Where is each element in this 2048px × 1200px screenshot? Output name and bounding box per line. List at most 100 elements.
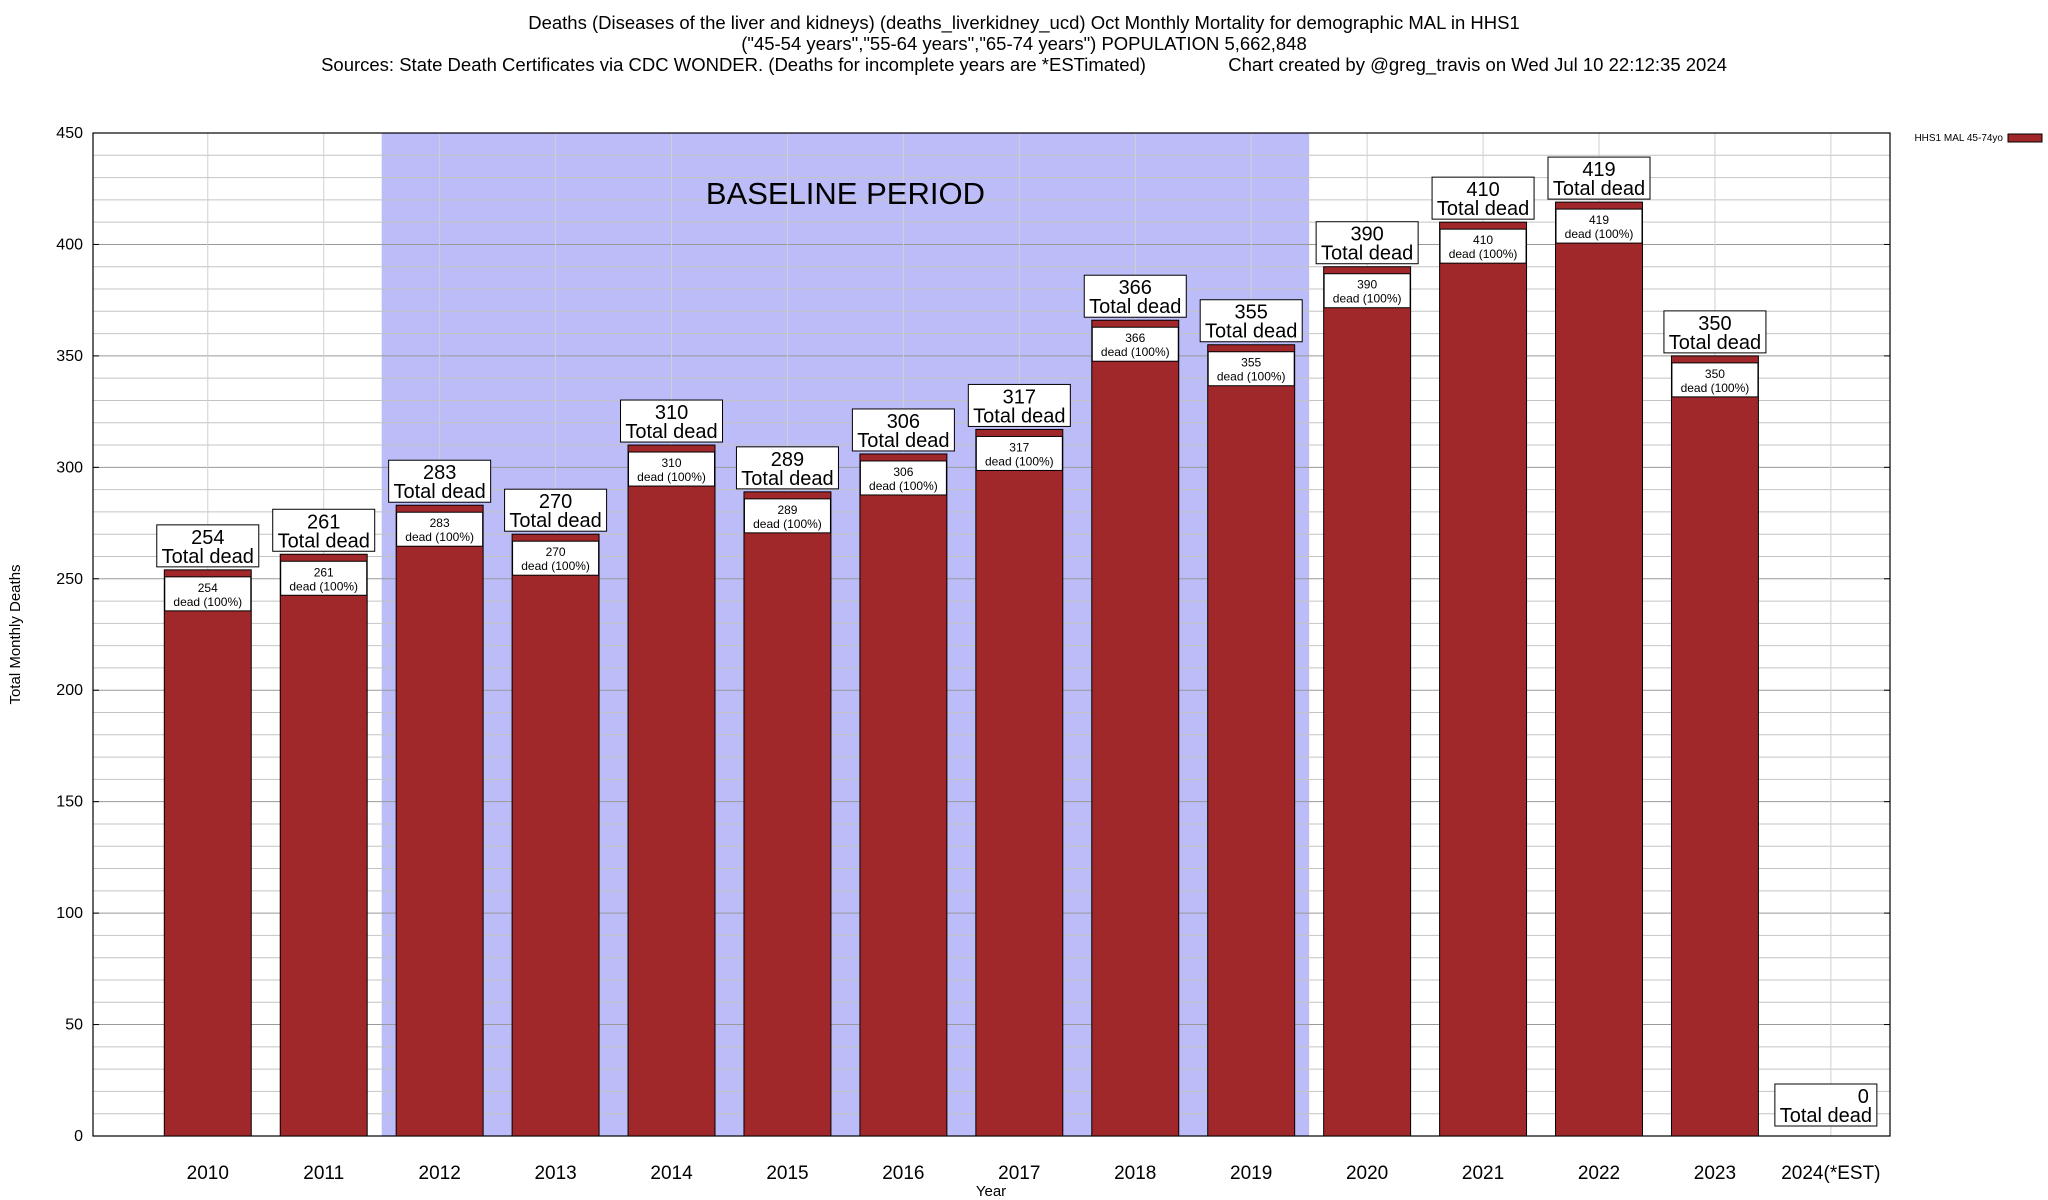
chart-subtitle: ("45-54 years","55-64 years","65-74 year…	[741, 33, 1307, 54]
bar-inner-label-box	[628, 451, 716, 487]
y-tick-label: 200	[56, 682, 83, 699]
x-tick-label: 2010	[187, 1163, 229, 1184]
bar-top-label: Total dead	[741, 468, 833, 490]
bar-inner-label: dead (100%)	[1217, 370, 1286, 384]
y-tick-label: 50	[65, 1017, 83, 1034]
bar	[1555, 201, 1643, 1137]
bar-inner-value: 366	[1125, 331, 1145, 345]
bar-top-label: Total dead	[278, 530, 370, 552]
bar-top-label-box	[735, 446, 839, 490]
bar	[743, 491, 832, 1137]
bar	[279, 553, 368, 1137]
bar-top-label-box	[1199, 299, 1303, 343]
x-tick-label: 2023	[1694, 1163, 1736, 1184]
bar-top-label-box	[1547, 156, 1651, 200]
bar-top-label-box	[1774, 1083, 1878, 1127]
bar-top-label: Total dead	[973, 405, 1065, 427]
bar-inner-label-box	[280, 560, 368, 596]
bar-top-label-box	[851, 408, 955, 452]
x-tick-label: 2011	[303, 1163, 344, 1184]
bar-top-value: 350	[1698, 313, 1731, 335]
bar-inner-value: 355	[1241, 356, 1261, 370]
bar-top-label: Total dead	[857, 430, 949, 452]
bar-top-label-box	[1431, 176, 1535, 220]
bar-inner-label: dead (100%)	[985, 454, 1054, 468]
bar-inner-label-box	[512, 540, 600, 576]
x-tick-label: 2014	[650, 1163, 693, 1184]
bar	[511, 533, 600, 1137]
bar-inner-value: 289	[777, 503, 797, 517]
bar-top-label: Total dead	[1553, 178, 1645, 200]
bar-inner-label: dead (100%)	[289, 579, 358, 593]
bar-top-value: 419	[1582, 159, 1615, 181]
bar-inner-label-box	[1671, 362, 1759, 398]
bar-top-label: Total dead	[1437, 198, 1529, 220]
x-tick-label: 2024(*EST)	[1781, 1163, 1880, 1184]
bar-top-value: 366	[1119, 277, 1152, 299]
x-tick-label: 2015	[766, 1163, 808, 1184]
bar-inner-label-box	[396, 511, 484, 547]
bar-top-value: 0	[1858, 1086, 1869, 1108]
bar-top-label-box	[272, 508, 376, 552]
bar-top-value: 317	[1003, 386, 1036, 408]
bar-inner-label: dead (100%)	[1449, 247, 1518, 261]
bar	[163, 569, 252, 1137]
bar-top-label: Total dead	[1669, 332, 1761, 354]
bar-top-label-box	[388, 459, 492, 503]
bar-top-value: 270	[539, 491, 572, 513]
bar-top-label: Total dead	[393, 481, 485, 503]
x-tick-label: 2012	[419, 1163, 461, 1184]
y-tick-label: 450	[56, 125, 83, 142]
bar-top-value: 254	[191, 527, 224, 549]
x-tick-label: 2013	[534, 1163, 576, 1184]
bar-top-label-box	[504, 488, 608, 532]
x-tick-label: 2020	[1346, 1163, 1388, 1184]
y-tick-label: 100	[56, 905, 83, 922]
bar-inner-label: dead (100%)	[637, 470, 706, 484]
bar-top-label-box	[967, 383, 1071, 427]
y-axis-title: Total Monthly Deaths	[7, 564, 24, 704]
bar-inner-label-box	[1323, 273, 1411, 309]
bar-inner-value: 419	[1589, 213, 1609, 227]
bar	[1439, 221, 1528, 1137]
bar-top-label: Total dead	[1205, 321, 1297, 343]
bar-inner-label: dead (100%)	[1565, 227, 1634, 241]
bar-top-label-box	[1315, 221, 1419, 265]
bar-top-value: 390	[1350, 224, 1383, 246]
bar-top-label: Total dead	[1321, 243, 1413, 265]
bar-inner-label-box	[1091, 326, 1179, 362]
bar-inner-value: 270	[546, 545, 566, 559]
bar-inner-value: 310	[662, 456, 682, 470]
bar-inner-label-box	[164, 576, 252, 612]
bar-inner-label-box	[1439, 228, 1527, 264]
bar-inner-label: dead (100%)	[173, 595, 242, 609]
y-tick-label: 150	[56, 794, 83, 811]
bar	[1207, 344, 1296, 1137]
bar-inner-label-box	[743, 498, 831, 534]
bar-top-label: Total dead	[509, 510, 601, 532]
bar-top-label: Total dead	[1780, 1105, 1872, 1127]
bar-inner-label: dead (100%)	[405, 530, 474, 544]
bar	[1670, 355, 1759, 1137]
legend-entry-swatch	[2007, 133, 2043, 143]
bar-inner-label-box	[1207, 351, 1295, 387]
x-tick-label: 2021	[1462, 1163, 1504, 1184]
baseline-period-label: BASELINE PERIOD	[706, 176, 985, 211]
bar-top-value: 310	[655, 402, 688, 424]
bar-top-label: Total dead	[625, 421, 717, 443]
bar-inner-label: dead (100%)	[869, 479, 938, 493]
bar	[975, 428, 1064, 1137]
bar	[395, 504, 484, 1137]
bar-inner-value: 317	[1009, 440, 1029, 454]
bar-inner-value: 261	[314, 565, 334, 579]
bar-top-label-box	[156, 524, 260, 568]
bar-inner-label-box	[975, 435, 1063, 471]
bar-inner-value: 390	[1357, 278, 1377, 292]
bar	[859, 453, 948, 1137]
x-tick-label: 2019	[1230, 1163, 1272, 1184]
bar-top-value: 410	[1466, 179, 1499, 201]
bar-top-label-box	[1663, 310, 1767, 354]
y-tick-label: 0	[74, 1128, 83, 1145]
y-tick-label: 350	[56, 348, 83, 365]
